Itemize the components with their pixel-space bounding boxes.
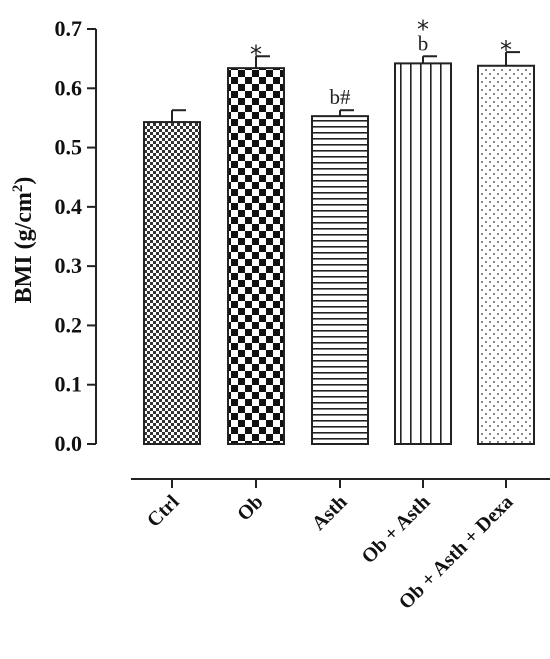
x-tick-label: Ob + Asth <box>357 491 434 568</box>
significance-label: b <box>418 31 429 55</box>
y-axis-title-end: ) <box>11 177 37 185</box>
y-tick-label: 0.3 <box>55 253 83 278</box>
y-tick-label: 0.5 <box>55 135 83 160</box>
y-ticks: 0.0 0.1 0.2 0.3 0.4 0.5 0.6 0.7 <box>55 16 96 456</box>
y-axis: 0.0 0.1 0.2 0.3 0.4 0.5 0.6 0.7 <box>55 16 97 456</box>
y-tick-label: 0.7 <box>55 16 83 41</box>
x-tick-label: Ob <box>233 491 267 525</box>
bar-group: * <box>477 36 535 445</box>
y-axis-title-sup: 2 <box>10 185 26 193</box>
significance-label: * <box>417 15 429 43</box>
bars: *b#b** <box>143 15 535 446</box>
y-axis-title: BMI (g/cm2) <box>10 177 37 304</box>
y-tick-label: 0.0 <box>55 431 83 456</box>
bar <box>311 115 369 446</box>
y-tick-label: 0.4 <box>55 194 83 219</box>
bar <box>477 64 535 445</box>
bar-group: b* <box>394 15 452 446</box>
bar-group: b# <box>311 85 369 446</box>
x-tick-label: Asth <box>308 491 352 535</box>
significance-label: * <box>500 36 512 64</box>
x-tick-label: Ctrl <box>143 491 184 532</box>
bar <box>143 121 201 445</box>
bar <box>394 62 452 446</box>
bar <box>227 67 285 445</box>
y-tick-label: 0.2 <box>55 312 83 337</box>
significance-label: * <box>250 40 262 68</box>
y-tick-label: 0.1 <box>55 372 83 397</box>
bar-group: * <box>227 40 285 445</box>
significance-label: b# <box>330 85 352 109</box>
y-axis-title-main: BMI (g/cm <box>11 192 37 303</box>
y-tick-label: 0.6 <box>55 75 83 100</box>
bar-group <box>143 109 201 445</box>
